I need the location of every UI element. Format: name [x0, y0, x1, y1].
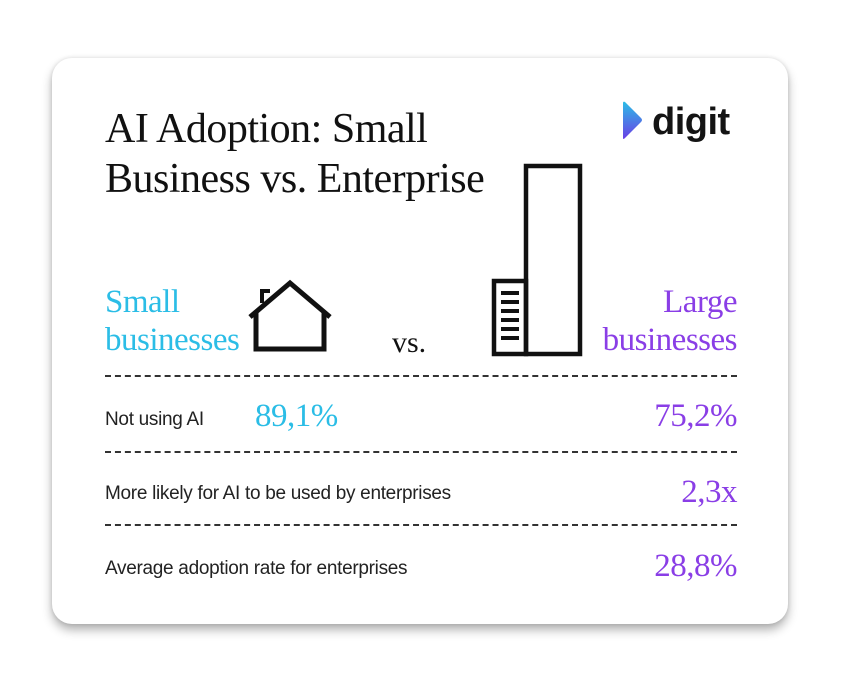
- large-label-line-1: Large: [663, 284, 737, 320]
- divider: [105, 524, 737, 526]
- house-icon: [248, 279, 332, 352]
- row-label-more-likely: More likely for AI to be used by enterpr…: [105, 483, 451, 504]
- average-adoption-value: 28,8%: [654, 548, 737, 584]
- logo-text: digit: [652, 101, 730, 143]
- divider: [105, 451, 737, 453]
- small-not-using-ai-value: 89,1%: [255, 398, 338, 434]
- small-label-line-1: Small: [105, 284, 180, 320]
- more-likely-value: 2,3x: [681, 474, 737, 510]
- row-label-not-using-ai: Not using AI: [105, 409, 204, 430]
- small-label-line-2: businesses: [105, 322, 240, 358]
- large-businesses-label: Large businesses: [602, 283, 738, 359]
- infographic-card: AI Adoption: Small Business vs. Enterpri…: [52, 58, 788, 624]
- title-line-1: AI Adoption: Small: [105, 106, 428, 152]
- versus-label: vs.: [392, 326, 427, 359]
- play-chevron-icon: [623, 101, 642, 139]
- title-line-2: Business vs. Enterprise: [105, 156, 485, 202]
- row-label-average-adoption: Average adoption rate for enterprises: [105, 558, 408, 579]
- building-icon: [491, 163, 583, 357]
- small-businesses-label: Small businesses: [105, 283, 240, 359]
- page-title: AI Adoption: Small Business vs. Enterpri…: [105, 104, 485, 204]
- divider: [105, 375, 737, 377]
- digit-logo: digit: [620, 100, 730, 144]
- large-label-line-2: businesses: [602, 322, 738, 358]
- large-not-using-ai-value: 75,2%: [654, 398, 737, 434]
